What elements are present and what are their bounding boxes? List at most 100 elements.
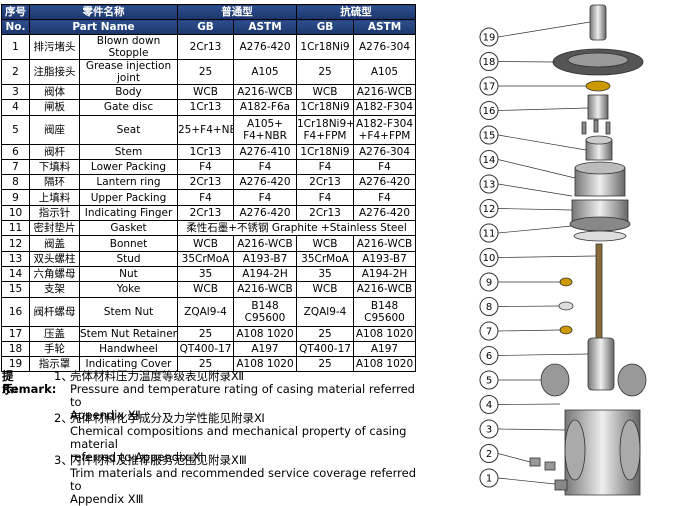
table-cell: 25+F4+NBR bbox=[177, 114, 234, 145]
table-cell: F4 bbox=[296, 189, 354, 206]
table-cell: A105 bbox=[233, 59, 297, 85]
table-cell: 阀体 bbox=[29, 83, 80, 101]
table-cell: 25 bbox=[296, 356, 354, 373]
table-cell: Stem Nut Retainer bbox=[79, 325, 178, 342]
table-cell: A108 1020 bbox=[233, 356, 297, 373]
table-cell: 1Cr18Ni9 bbox=[296, 99, 354, 116]
table-cell: QT400-17 bbox=[177, 340, 234, 358]
table-row: 2 注脂接头 Grease injection joint 25 A105 25 A105 bbox=[1, 59, 416, 85]
callout-circle bbox=[479, 174, 499, 194]
callout-circle bbox=[479, 52, 499, 71]
table-cell: Lantern ring bbox=[79, 174, 178, 191]
callout-circle bbox=[479, 370, 499, 390]
table-cell: WCB bbox=[296, 281, 354, 298]
table-cell: B148 C95600 bbox=[233, 296, 297, 327]
header-row: No. Part Name GB ASTM GB ASTM bbox=[1, 19, 416, 35]
table-cell: A276-304 bbox=[353, 34, 416, 60]
table-cell: A216-WCB bbox=[353, 83, 416, 101]
table-row: 19 指示罩 Indicating Cover 25 A108 1020 25 A108 1… bbox=[1, 356, 416, 373]
callout-label: 14 bbox=[483, 155, 496, 166]
table-cell: A216-WCB bbox=[353, 281, 416, 298]
leader-line bbox=[497, 61, 556, 63]
callout-circle bbox=[479, 297, 499, 316]
table-cell: 双头螺柱 bbox=[29, 250, 80, 267]
table-cell: WCB bbox=[177, 235, 234, 252]
header-cell: GB bbox=[177, 19, 234, 35]
callout-label: 6 bbox=[486, 351, 492, 362]
leader-line bbox=[497, 329, 561, 332]
table-cell: 闸板 bbox=[29, 99, 80, 116]
remark-number: 1、 bbox=[54, 369, 73, 383]
table-row: 13 双头螺柱 Stud 35CrMoA A193-B7 35CrMoA A193-B7 bbox=[1, 250, 416, 267]
callout-circle bbox=[479, 444, 499, 463]
table-cell: 16 bbox=[1, 296, 30, 327]
table-row: 8 隔环 Lantern ring 2Cr13 A276-420 2Cr13 A276-42… bbox=[1, 174, 416, 191]
callout-circle bbox=[479, 248, 499, 267]
table-cell: 25 bbox=[177, 59, 234, 85]
parts-table: 序号 零件名称 普通型 抗硫型 No. Part Name GB ASTM GB ASTM 1 排污堵… bbox=[1, 4, 416, 373]
remark-en: Pressure and temperature rating of casin… bbox=[70, 382, 415, 422]
table-cell: 2 bbox=[1, 59, 30, 85]
callout-label: 11 bbox=[483, 229, 496, 240]
table-row: 11 密封垫片 Gasket 柔性石墨+不锈钢 Graphite +Stainless… bbox=[1, 220, 416, 237]
remark-cn: 壳体材料化学成分及力学性能见附录Ⅺ bbox=[70, 411, 265, 425]
leader-line bbox=[497, 477, 556, 485]
table-cell: A108 1020 bbox=[233, 325, 297, 342]
callout-label: 5 bbox=[486, 376, 492, 387]
table-cell: Blown down Stopple bbox=[79, 34, 178, 60]
leader-line bbox=[497, 453, 531, 463]
table-cell: Stem bbox=[79, 143, 178, 160]
table-row: 14 六角螺母 Nut 35 A194-2H 35 A194-2H bbox=[1, 265, 416, 283]
table-cell: 支架 bbox=[29, 281, 80, 298]
callout-label: 19 bbox=[483, 33, 496, 44]
table-cell: 15 bbox=[1, 281, 30, 298]
table-cell: Gate disc bbox=[79, 99, 178, 116]
table-cell: 2Cr13 bbox=[296, 174, 354, 191]
table-row: 1 排污堵头 Blown down Stopple 2Cr13 A276-420 1Cr1… bbox=[1, 34, 416, 60]
callout-circle bbox=[479, 27, 499, 47]
callout-label: 1 bbox=[486, 474, 492, 485]
table-cell: WCB bbox=[177, 281, 234, 298]
table-row: 3 阀体 Body WCB A216-WCB WCB A216-WCB bbox=[1, 83, 416, 101]
table-cell: A108 1020 bbox=[353, 356, 416, 373]
table-cell: A182-F304 +F4+FPM bbox=[353, 114, 416, 145]
callout-label: 3 bbox=[486, 425, 492, 436]
callout-circle bbox=[479, 101, 499, 120]
table-row: 6 阀杆 Stem 1Cr13 A276-410 1Cr18Ni9 A276-304 bbox=[1, 143, 416, 160]
table-cell: A193-B7 bbox=[233, 250, 297, 267]
callout-label: 12 bbox=[483, 204, 496, 215]
table-cell: 阀盖 bbox=[29, 235, 80, 252]
callout-circle bbox=[479, 468, 499, 488]
table-cell: Yoke bbox=[79, 281, 178, 298]
table-cell: A194-2H bbox=[353, 265, 416, 283]
table-cell: 2Cr13 bbox=[296, 204, 354, 222]
callout-label: 13 bbox=[483, 180, 496, 191]
table-cell: 11 bbox=[1, 220, 30, 237]
table-cell: 4 bbox=[1, 99, 30, 116]
remark-label: 提 示: bbox=[2, 369, 19, 396]
table-cell: WCB bbox=[296, 83, 354, 101]
table-cell: Lower Packing bbox=[79, 158, 178, 176]
table-cell: Indicating Cover bbox=[79, 356, 178, 373]
callout-label: 18 bbox=[483, 57, 496, 68]
remark-cn: 内件材料及推荐服务范围见附录ⅩⅢ bbox=[70, 453, 247, 467]
callout-circle bbox=[479, 346, 499, 365]
callout-circle bbox=[479, 272, 499, 292]
table-cell: 1Cr18Ni9+ F4+FPM bbox=[296, 114, 354, 145]
leader-line bbox=[497, 21, 591, 38]
table-cell: 18 bbox=[1, 340, 30, 358]
leader-line bbox=[497, 305, 560, 307]
leader-line bbox=[497, 403, 561, 405]
table-row: 18 手轮 Handwheel QT400-17 A197 QT400-17 A197 bbox=[1, 340, 416, 358]
leader-line bbox=[497, 208, 573, 211]
callout-circle bbox=[479, 395, 499, 414]
table-cell: 1Cr13 bbox=[177, 99, 234, 116]
callout-circle bbox=[479, 76, 499, 96]
header-cell: 普通型 bbox=[177, 4, 297, 20]
table-row: 15 支架 Yoke WCB A216-WCB WCB A216-WCB bbox=[1, 281, 416, 298]
leader-line bbox=[497, 353, 589, 356]
leader-line bbox=[497, 134, 587, 151]
table-cell: 35 bbox=[177, 265, 234, 283]
